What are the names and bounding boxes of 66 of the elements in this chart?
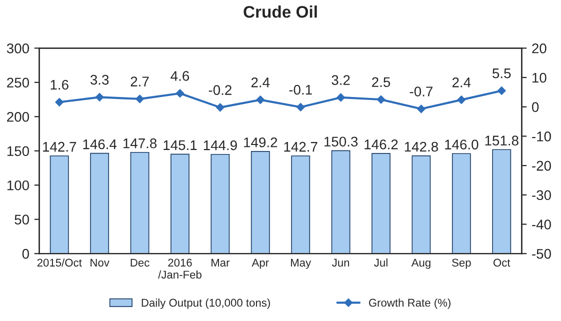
x-tick-label: Mar — [212, 258, 230, 267]
x-tick-label: Oct — [494, 258, 510, 267]
data-label: 3.3 — [90, 74, 109, 85]
point — [376, 95, 386, 104]
point — [95, 93, 104, 102]
y-tick-label: 200 — [7, 112, 30, 122]
x-tick-label: Sep — [452, 258, 471, 269]
x-tick-label: Apr — [252, 258, 269, 269]
y-tick-label: 0 — [22, 248, 30, 259]
data-label: 4.6 — [170, 71, 190, 81]
data-label: -0.2 — [208, 85, 232, 95]
chart-title: Crude Oil — [244, 6, 317, 18]
point — [136, 94, 144, 104]
data-label: 145.1 — [164, 140, 197, 150]
y-tick-label: 300 — [6, 43, 30, 54]
x-tick-label: 2015/Oct — [37, 258, 82, 267]
data-label: 146.2 — [364, 140, 398, 150]
data-label: 146.0 — [445, 140, 478, 150]
y2-tick-label: -40 — [532, 220, 551, 230]
legend-label: Daily Output (10,000 tons) — [142, 298, 270, 309]
y2-tick-label: -50 — [532, 248, 551, 259]
point — [417, 104, 426, 114]
data-label: 144.9 — [204, 140, 237, 150]
data-label: 150.3 — [324, 136, 358, 147]
data-label: 1.6 — [50, 80, 68, 90]
point — [497, 86, 506, 95]
x-tick-label: Nov — [90, 258, 110, 267]
y-tick-label: 250 — [7, 78, 30, 88]
y2-tick-label: -20 — [532, 160, 551, 171]
data-label: 151.8 — [485, 136, 518, 146]
point — [55, 98, 64, 106]
x-tick-label: May — [291, 258, 312, 269]
point — [216, 103, 224, 112]
x-tick-label: Aug — [411, 258, 430, 269]
data-label: 142.7 — [43, 142, 76, 152]
x-tick-label: Dec — [130, 258, 150, 267]
x-tick-label: 2016 /Jan-Feb — [158, 258, 202, 279]
y2-tick-label: -10 — [532, 132, 551, 142]
legend-label: Growth Rate (%) — [368, 298, 450, 309]
point — [256, 96, 265, 104]
data-label: 149.2 — [244, 137, 278, 148]
data-label: 142.7 — [284, 142, 318, 152]
data-label: 2.7 — [130, 76, 149, 86]
y-tick-label: 50 — [14, 214, 30, 225]
data-label: 146.4 — [83, 139, 117, 150]
point — [457, 96, 466, 104]
data-label: 2.4 — [251, 78, 270, 88]
data-label: -0.1 — [289, 84, 312, 95]
data-label: 5.5 — [492, 68, 511, 78]
data-label: 2.4 — [452, 78, 471, 88]
data-label: 3.2 — [332, 75, 350, 85]
point — [336, 93, 345, 102]
point — [296, 103, 305, 112]
y2-tick-label: 20 — [532, 43, 546, 54]
x-tick-label: Jun — [332, 258, 350, 267]
x-tick-label: Jul — [374, 258, 388, 267]
y2-tick-label: 10 — [532, 72, 546, 83]
y-tick-label: 100 — [7, 180, 30, 190]
data-label: 147.8 — [123, 138, 157, 148]
data-label: 2.5 — [372, 77, 390, 88]
data-label: 142.8 — [404, 142, 438, 152]
point — [176, 89, 184, 98]
y-tick-label: 150 — [7, 146, 30, 156]
y2-tick-label: 0 — [532, 102, 539, 112]
y2-tick-label: -30 — [532, 190, 551, 200]
data-label: -0.7 — [410, 86, 432, 96]
